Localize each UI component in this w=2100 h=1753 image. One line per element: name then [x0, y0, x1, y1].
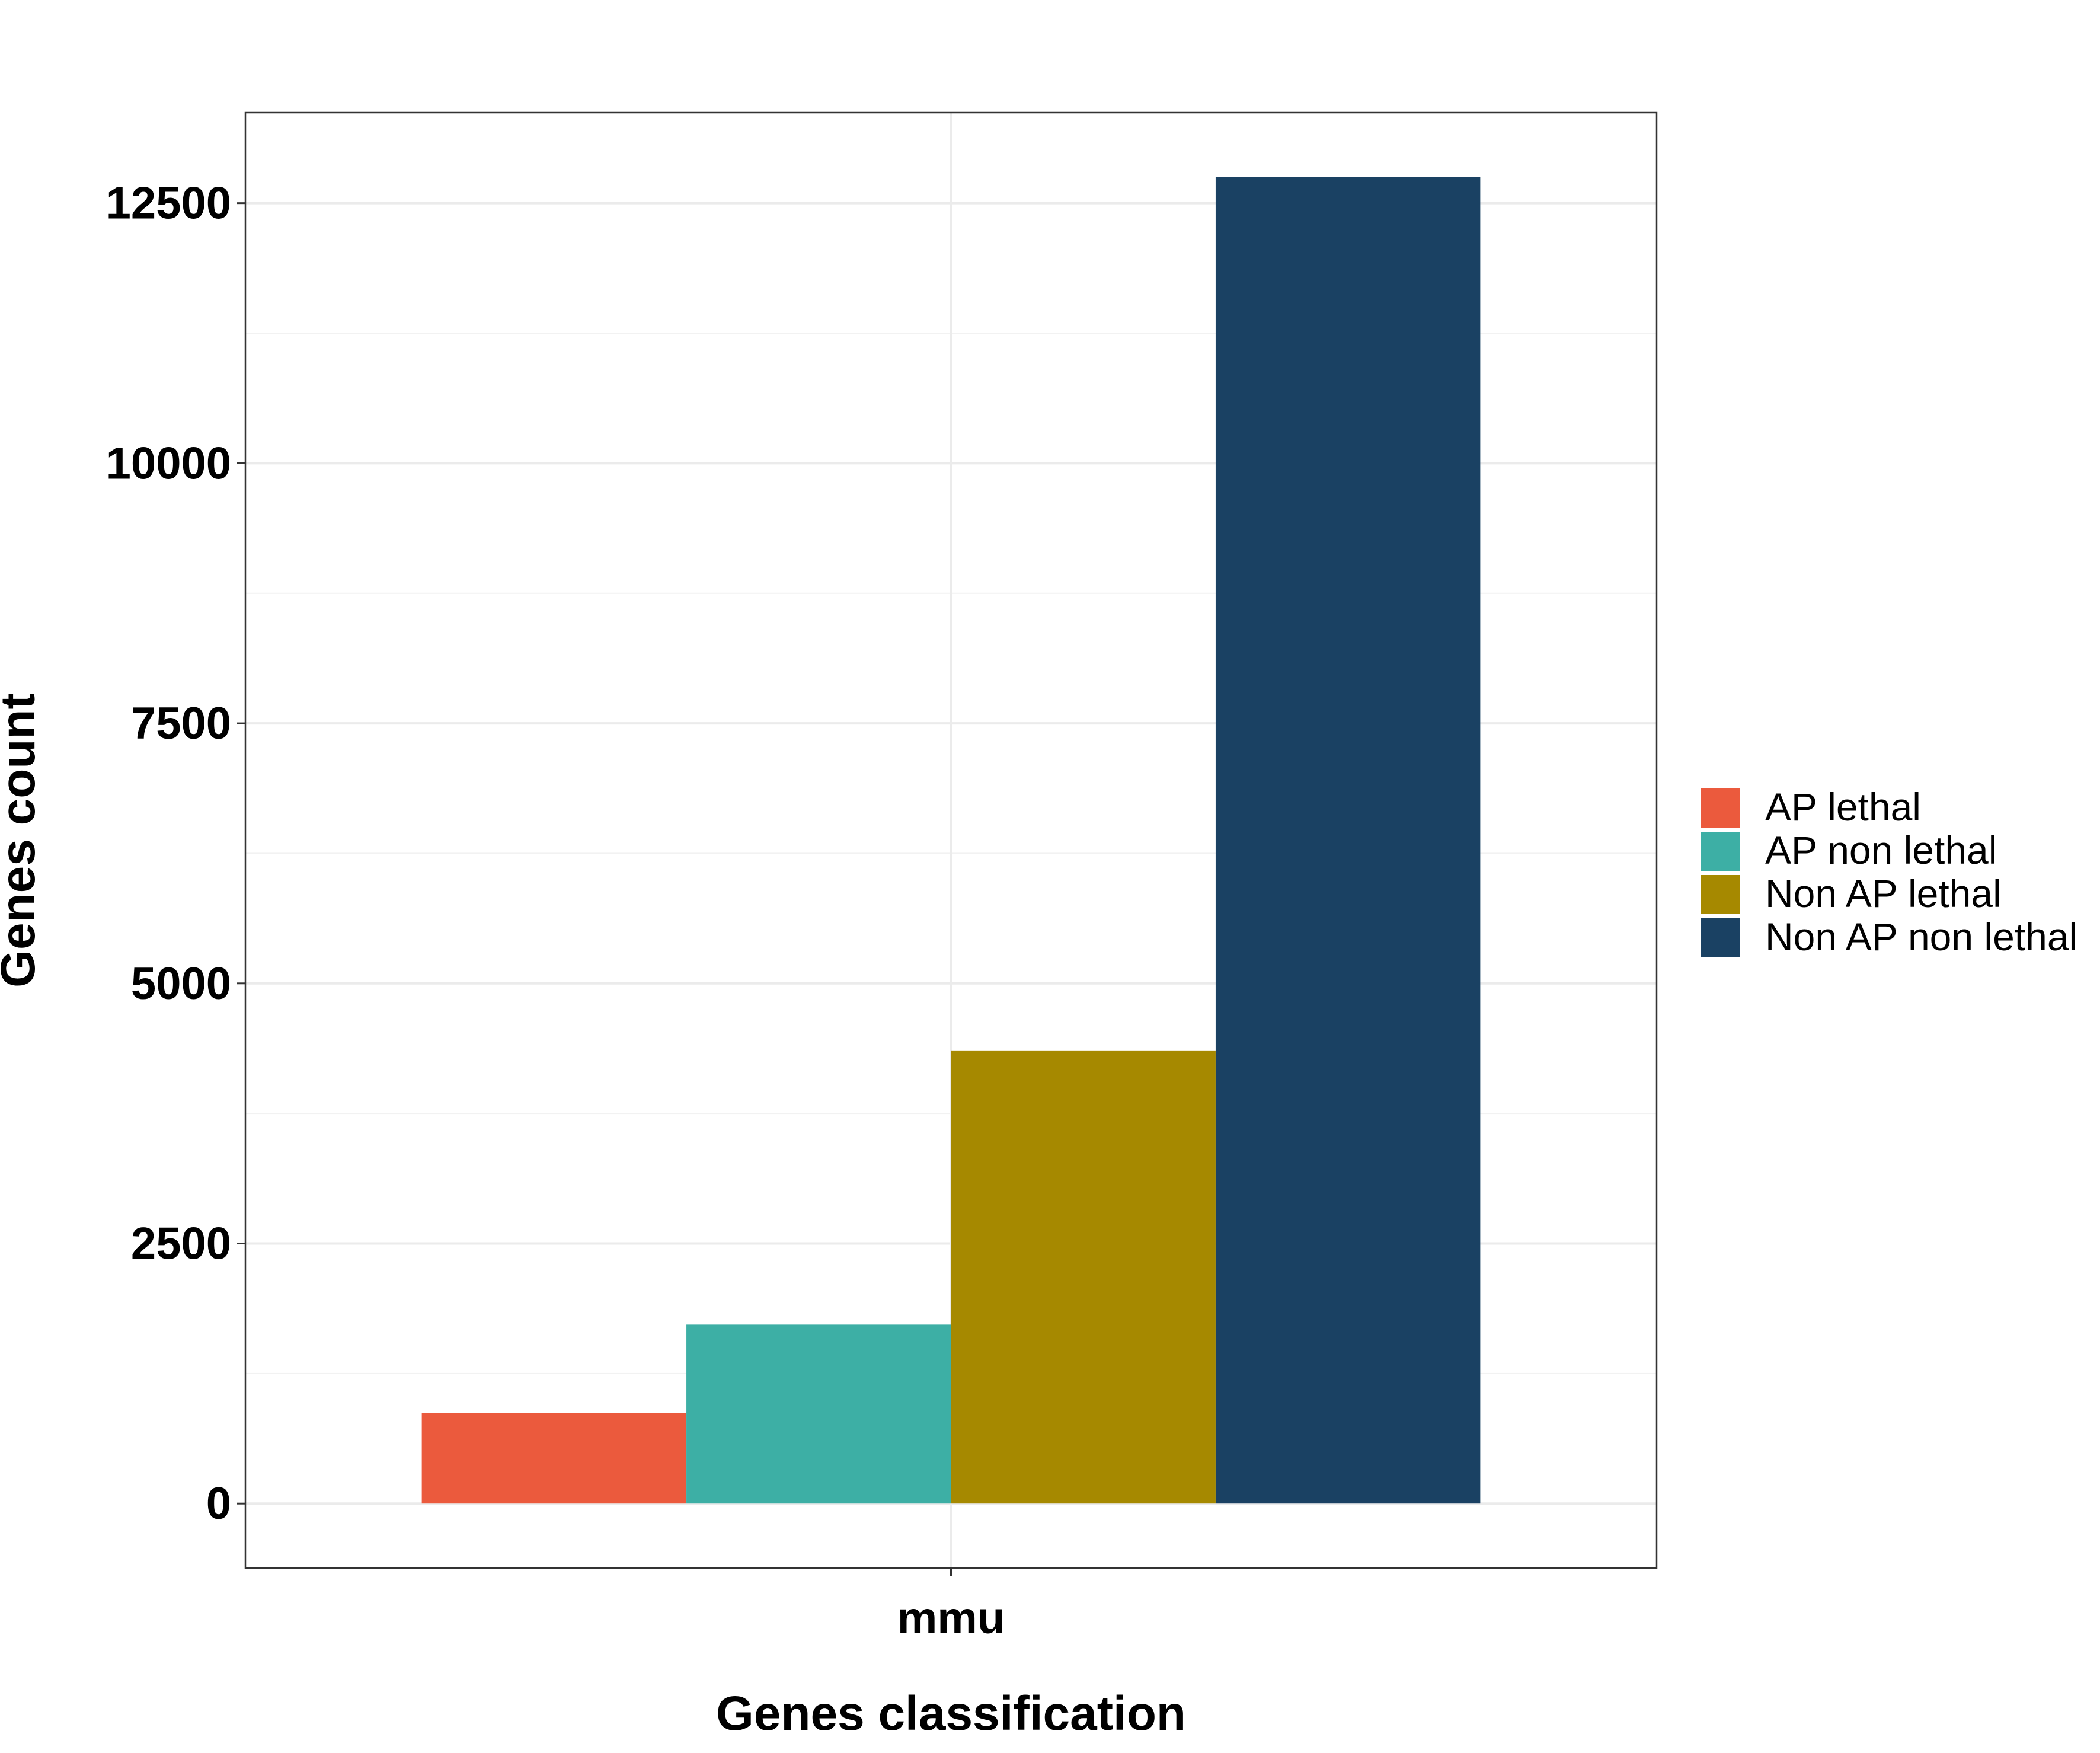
y-tick-label: 2500	[131, 1218, 231, 1269]
legend-key-ap-non-lethal	[1701, 832, 1740, 871]
bar-ap-non-lethal	[686, 1324, 951, 1504]
y-tick-label: 7500	[131, 698, 231, 749]
legend-label: Non AP non lethal	[1765, 915, 2077, 959]
y-tick-label: 0	[206, 1479, 231, 1529]
bars	[421, 177, 1481, 1504]
y-tick-label: 5000	[131, 959, 231, 1009]
legend-label: AP lethal	[1765, 785, 1921, 829]
legend-key-non-ap-lethal	[1701, 875, 1740, 914]
legend-label: Non AP lethal	[1765, 871, 2002, 915]
legend-key-ap-lethal	[1701, 788, 1740, 828]
bar-non-ap-lethal	[951, 1050, 1216, 1504]
y-tick-label: 12500	[106, 178, 231, 229]
tick-labels: 0 2500 5000 7500 10000 12500 mmu	[106, 178, 1005, 1643]
y-tick-label: 10000	[106, 438, 231, 488]
legend-label: AP non lethal	[1765, 828, 1997, 872]
bar-ap-lethal	[421, 1413, 687, 1504]
legend-key-non-ap-non-lethal	[1701, 918, 1740, 957]
x-axis-title: Genes classification	[716, 1687, 1186, 1741]
bar-non-ap-non-lethal	[1215, 177, 1481, 1504]
axis-ticks	[237, 202, 952, 1576]
x-tick-label: mmu	[897, 1593, 1005, 1643]
y-axis-title: Genes count	[0, 693, 45, 988]
